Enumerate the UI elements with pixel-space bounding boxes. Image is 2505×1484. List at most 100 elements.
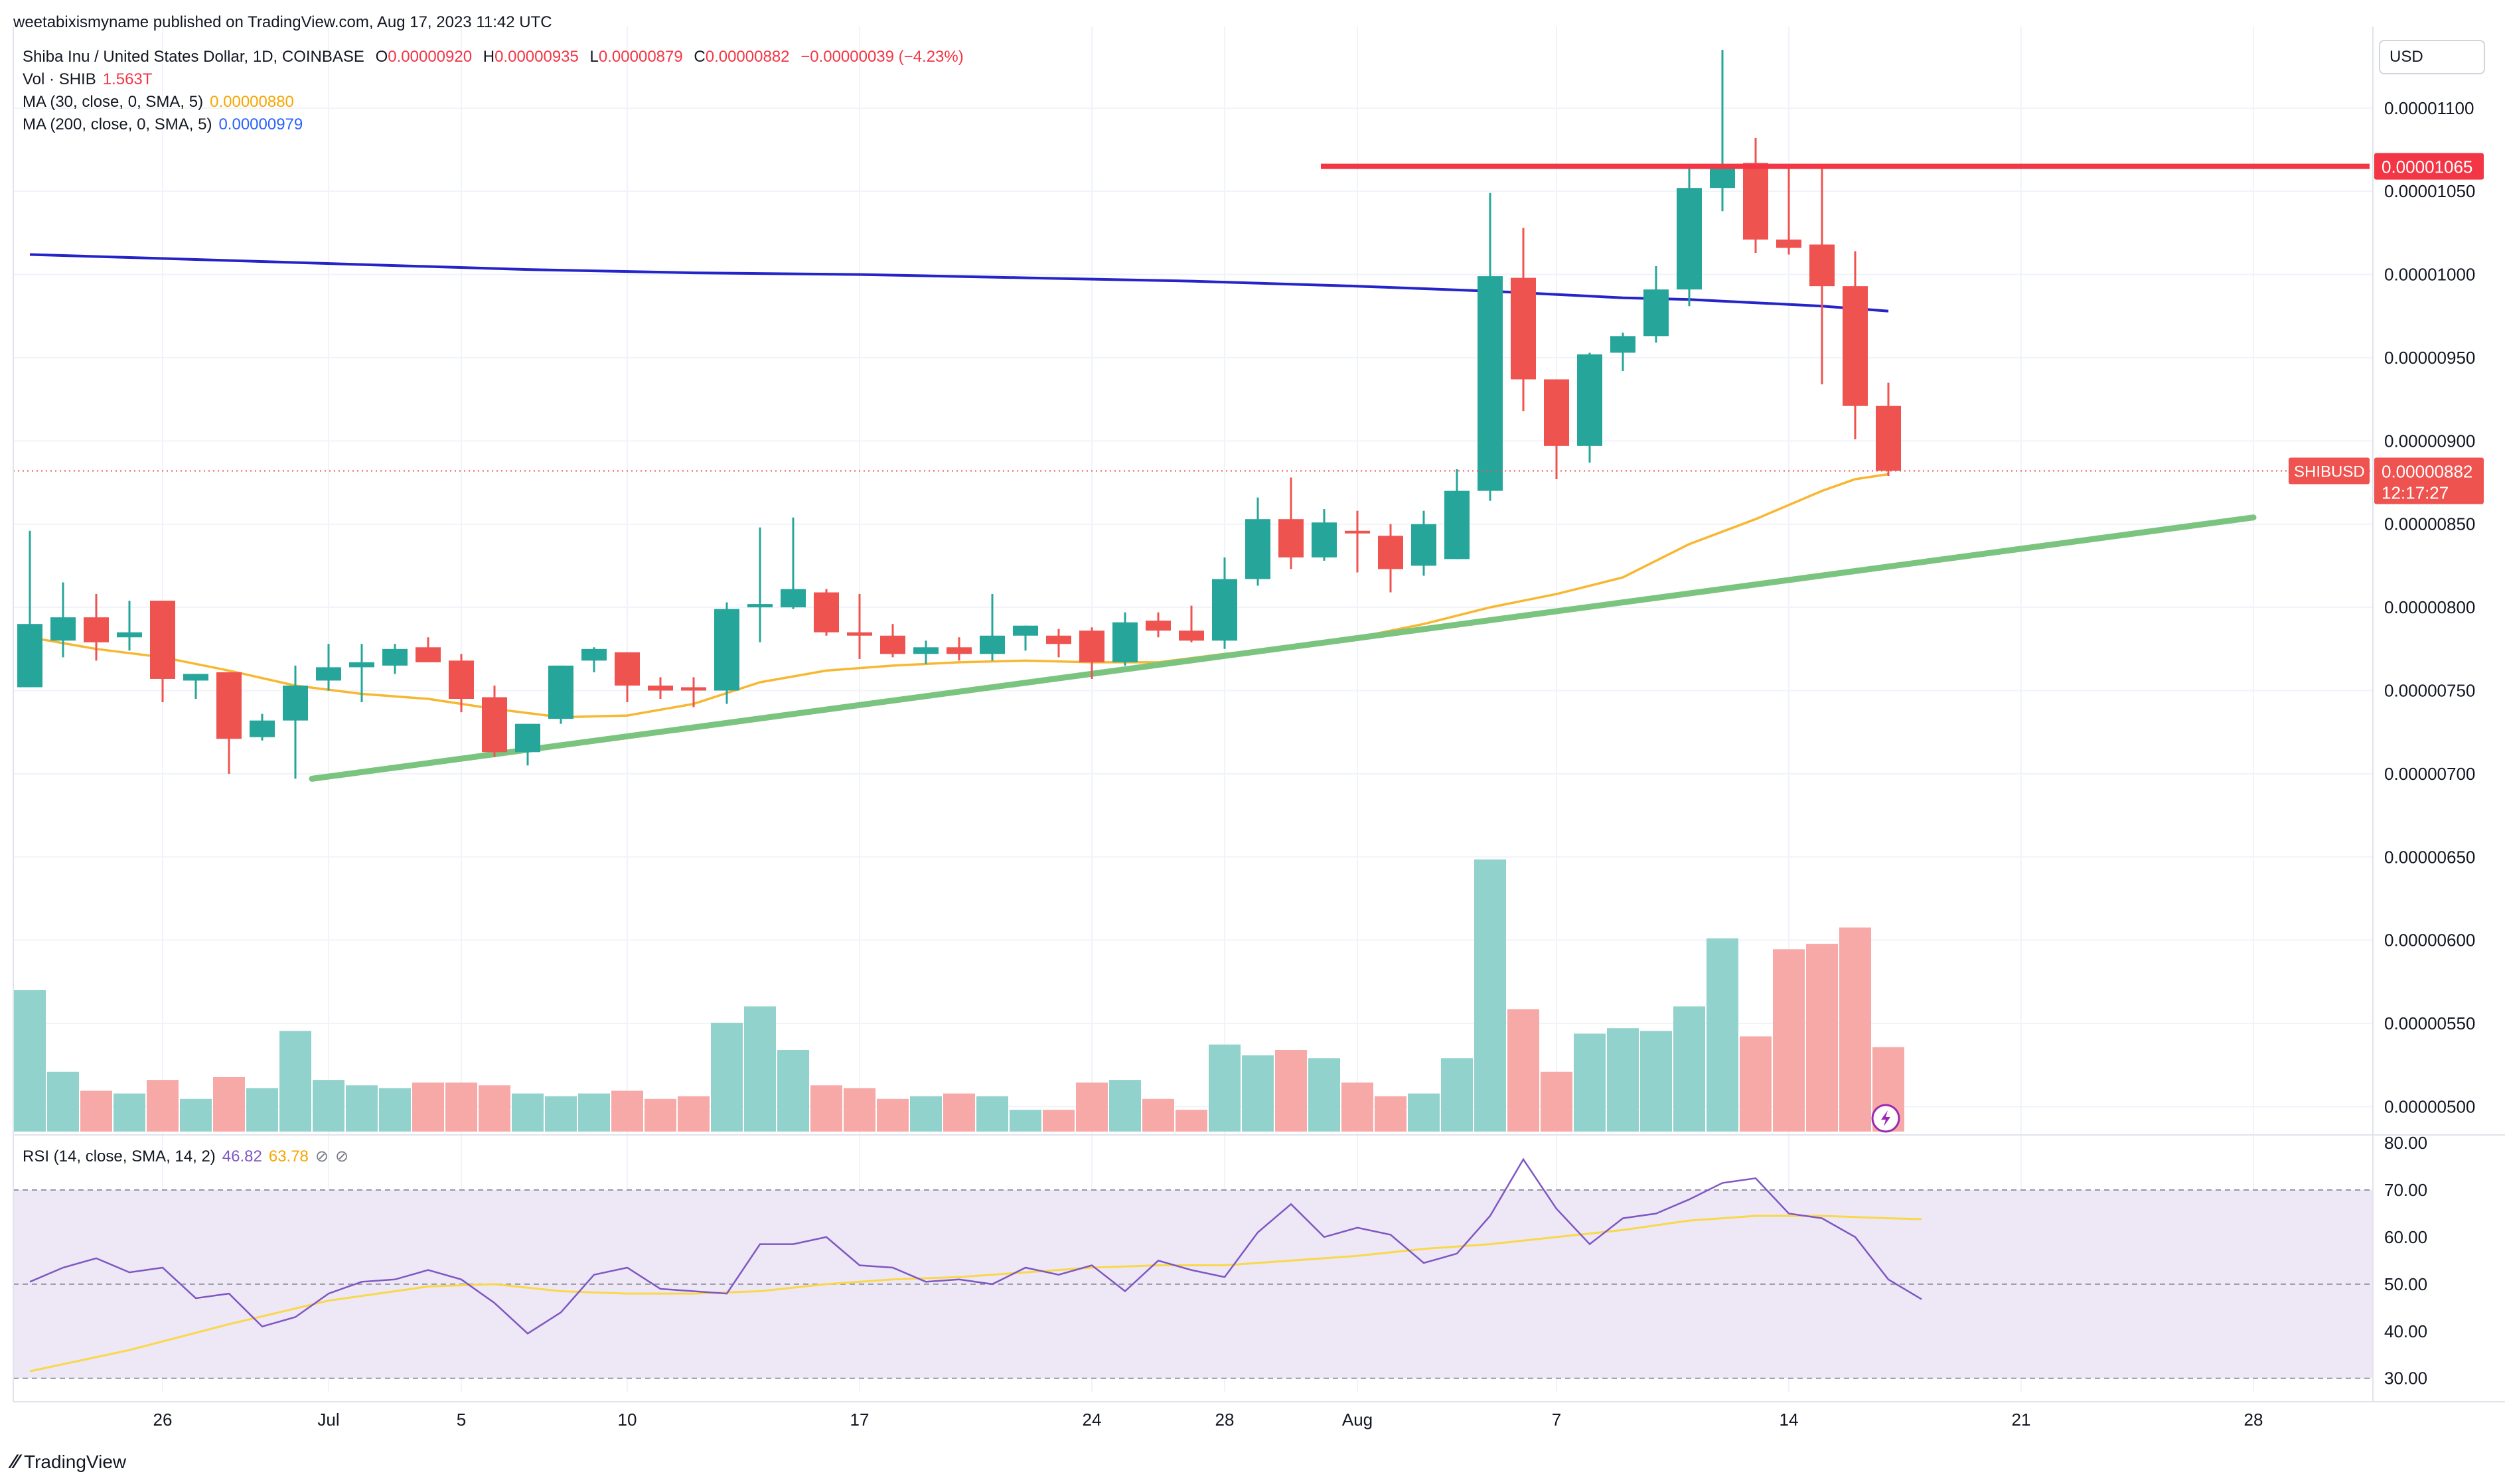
candle-body — [1876, 406, 1901, 471]
candle-body — [880, 635, 905, 654]
volume-bar — [1640, 1031, 1672, 1132]
candle-body — [17, 624, 42, 688]
axes: 0.00001100 0.00001050 0.00001000 0.00000950… — [13, 27, 2505, 1430]
time-tick-label: 21 — [2012, 1410, 2031, 1430]
candle-body — [1378, 536, 1403, 569]
volume-bar — [1275, 1050, 1307, 1132]
volume-bar — [313, 1080, 344, 1132]
legend-volume[interactable]: Vol · SHIB 1.563T — [23, 70, 153, 88]
volume-bar — [1707, 938, 1738, 1132]
candle-body — [847, 632, 872, 636]
candle-body — [1245, 519, 1270, 579]
legend-ma30[interactable]: MA (30, close, 0, SMA, 5) 0.00000880 — [23, 93, 294, 111]
rsi-tick-label: 80.00 — [2384, 1133, 2427, 1153]
candle-body — [1544, 379, 1569, 446]
candle-body — [150, 601, 175, 679]
symbol-tag — [2289, 457, 2370, 484]
candle-body — [283, 685, 308, 721]
candle-body — [1411, 524, 1436, 566]
candle-body — [1444, 490, 1470, 559]
volume-bar — [976, 1096, 1008, 1132]
price-tick-label: 0.00000850 — [2384, 514, 2475, 534]
candle-body — [382, 648, 408, 666]
drawing-lines — [13, 163, 2373, 472]
volume-bar — [14, 990, 46, 1132]
price-tick-label: 0.00001050 — [2384, 181, 2475, 201]
candle-body — [747, 604, 773, 608]
volume-bar — [1474, 859, 1506, 1132]
legend-ma200[interactable]: MA (200, close, 0, SMA, 5) 0.00000979 — [23, 115, 303, 133]
rsi-tick-label: 50.00 — [2384, 1274, 2427, 1294]
price-tick-label: 0.00001100 — [2384, 98, 2474, 118]
rsi-ma-line — [29, 1215, 1922, 1373]
candle-body — [1212, 579, 1237, 641]
price-tick-label: 0.00000950 — [2384, 348, 2475, 368]
candle-body — [913, 647, 939, 654]
candle-body — [1079, 631, 1104, 662]
candle-body — [250, 720, 275, 737]
volume-bar — [678, 1096, 710, 1132]
volume-bar — [246, 1088, 278, 1132]
ohlc-high: H0.00000935 — [483, 48, 579, 66]
candle-body — [1710, 166, 1735, 188]
volume-bar — [1142, 1098, 1174, 1132]
support-trendline — [309, 514, 2257, 782]
volume-bar — [1541, 1071, 1572, 1132]
candle-body — [482, 697, 507, 753]
volume-bar — [1109, 1080, 1141, 1132]
legend-symbol: Shiba Inu / United States Dollar, 1D, CO… — [23, 48, 970, 66]
rsi-tick-label: 30.00 — [2384, 1369, 2427, 1388]
symbol-name[interactable]: Shiba Inu / United States Dollar, 1D, CO… — [23, 48, 364, 66]
currency-button[interactable]: USD — [2379, 40, 2485, 74]
legend-rsi[interactable]: RSI (14, close, SMA, 14, 2) 46.82 63.78 ⊘ ⊘ — [23, 1148, 349, 1165]
ohlc-close: C0.00000882 — [694, 48, 790, 66]
candle-body — [1046, 635, 1071, 644]
time-tick-label: 17 — [850, 1410, 870, 1430]
candle-body — [84, 617, 109, 642]
time-tick-label: Aug — [1342, 1410, 1373, 1430]
volume-bar — [279, 1031, 311, 1132]
volume-bar — [512, 1093, 544, 1132]
symbol-tag-label: SHIBUSD — [2294, 463, 2365, 481]
eye-off-icon: ⊘ — [315, 1148, 329, 1165]
volume-bar — [1076, 1082, 1108, 1132]
volume-bar — [645, 1098, 676, 1132]
price-tick-label: 0.00000900 — [2384, 431, 2475, 451]
volume-bar — [810, 1085, 842, 1132]
volume-bar — [1574, 1033, 1606, 1132]
tradingview-logo: ⁄⁄ TradingView — [12, 1451, 127, 1473]
volume-bar — [1839, 927, 1871, 1132]
candle-body — [1179, 631, 1204, 641]
candle-body — [714, 609, 739, 691]
candle-body — [349, 662, 374, 668]
volume-bar — [943, 1093, 975, 1132]
volume-bar — [1341, 1082, 1373, 1132]
tv-logo-icon: ⁄⁄ — [12, 1451, 19, 1473]
candle-body — [1643, 289, 1669, 336]
candle-body — [449, 660, 474, 700]
volume-bar — [877, 1098, 909, 1132]
candle-body — [548, 665, 573, 719]
time-tick-label: Jul — [317, 1410, 339, 1430]
candle-body — [1013, 625, 1038, 636]
volume-bar — [1806, 944, 1838, 1132]
candle-body — [1610, 336, 1635, 353]
candle-body — [781, 589, 806, 608]
rsi-panel — [13, 1157, 2373, 1379]
volume-bar — [412, 1082, 444, 1132]
candle-body — [416, 647, 441, 662]
time-tick-label: 26 — [153, 1410, 173, 1430]
volume-bar — [711, 1023, 743, 1132]
rsi-tick-label: 70.00 — [2384, 1180, 2427, 1200]
volume-bar — [346, 1085, 378, 1132]
candle-body — [947, 647, 972, 654]
lightning-bolt-icon — [1881, 1110, 1890, 1126]
countdown-label: 12:17:27 — [2382, 482, 2449, 502]
candle-body — [1112, 622, 1138, 662]
volume-bar — [1375, 1096, 1406, 1132]
candle-body — [1278, 519, 1304, 557]
candle-body — [1478, 276, 1503, 491]
volume-bar — [1408, 1093, 1440, 1132]
price-tick-label: 0.00000500 — [2384, 1096, 2475, 1116]
